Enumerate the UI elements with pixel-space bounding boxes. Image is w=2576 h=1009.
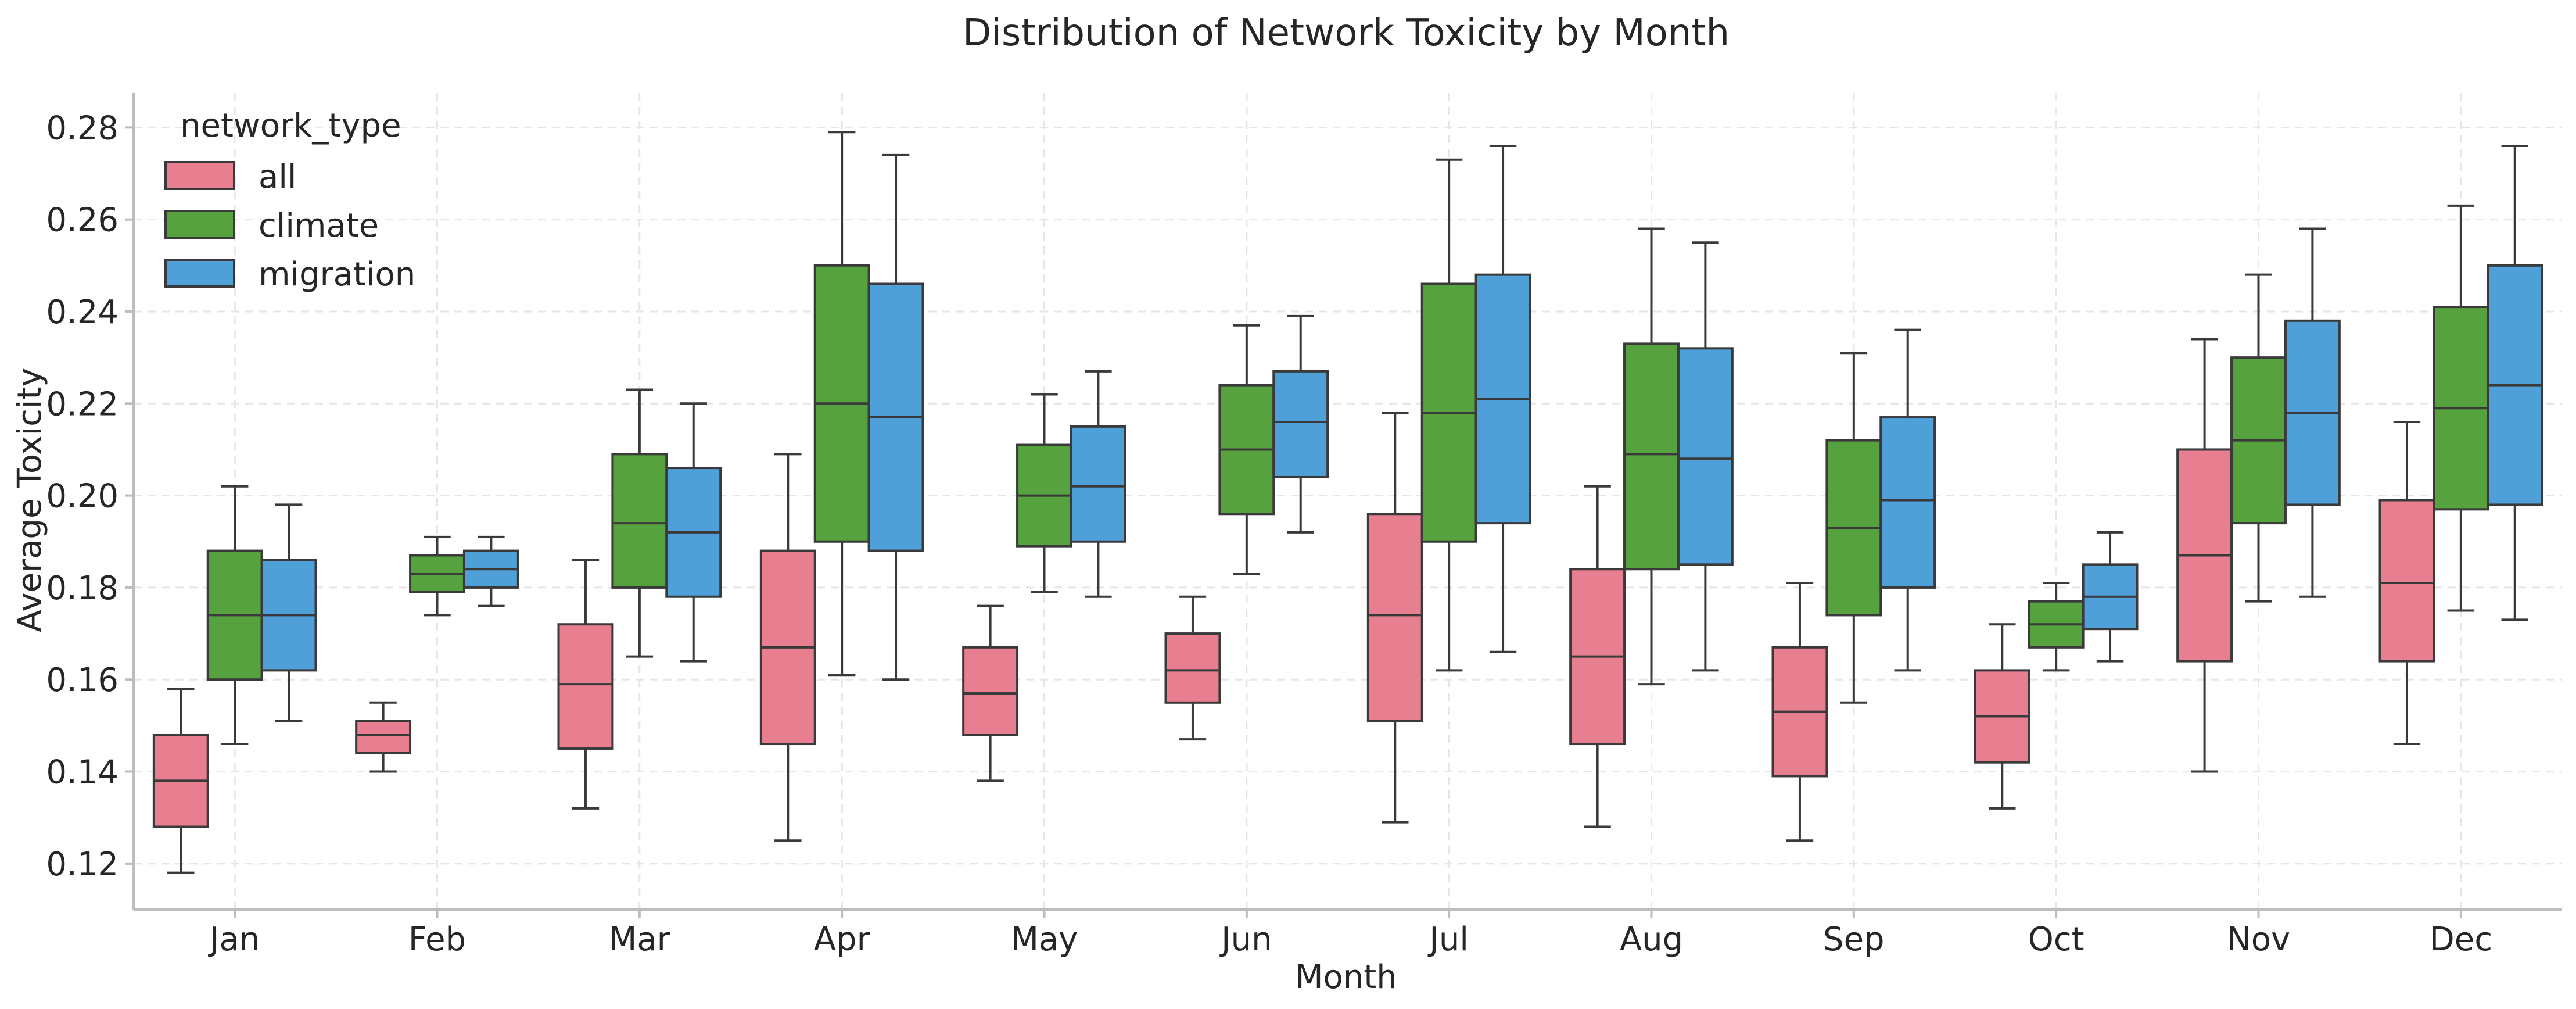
box-climate-aug <box>1623 227 1680 686</box>
x-tick-label: May <box>1011 921 1078 958</box>
box-climate-apr <box>813 131 870 677</box>
box-all-jan <box>152 688 209 874</box>
x-axis-label: Month <box>1295 958 1397 996</box>
box-all-apr <box>759 453 816 842</box>
box-climate-jun <box>1218 324 1275 575</box>
x-tick-label: Feb <box>408 921 466 958</box>
box-all-aug <box>1569 485 1626 828</box>
x-tick-label: Jul <box>1427 921 1469 958</box>
legend-label-climate: climate <box>259 207 379 245</box>
box-migration-jun <box>1272 314 1329 534</box>
y-tick-label: 0.28 <box>46 109 119 147</box>
y-tick-label: 0.24 <box>46 294 119 331</box>
axes-layer: 0.12 0.14 0.16 0.18 0.20 0.22 0.24 0.26 0.28 Jan F… <box>46 93 2562 958</box>
y-tick-label: 0.22 <box>46 385 119 423</box>
iqr-box <box>1366 513 1423 722</box>
box-migration-may <box>1070 370 1126 598</box>
x-tick-label: Sep <box>1823 921 1885 958</box>
box-all-dec <box>2378 420 2435 746</box>
y-tick-label: 0.12 <box>46 846 119 883</box>
box-climate-nov <box>2230 273 2287 603</box>
y-axis-label: Average Toxicity <box>11 367 49 632</box>
box-migration-sep <box>1879 328 1936 672</box>
box-climate-dec <box>2433 204 2489 612</box>
box-migration-jan <box>260 503 317 722</box>
iqr-box <box>557 623 614 750</box>
y-tick-label: 0.26 <box>46 202 119 239</box>
box-climate-mar <box>611 388 668 658</box>
iqr-box <box>1070 425 1126 543</box>
box-all-mar <box>557 559 614 810</box>
chart-title: Distribution of Network Toxicity by Mont… <box>963 12 1730 55</box>
box-all-sep <box>1771 582 1828 842</box>
iqr-box <box>1677 347 1734 566</box>
x-tick-label: Oct <box>2028 921 2085 958</box>
iqr-box <box>1164 632 1221 704</box>
box-climate-jul <box>1420 158 1477 672</box>
iqr-box <box>355 720 412 754</box>
iqr-box <box>611 453 668 589</box>
iqr-box <box>2378 499 2435 663</box>
x-tick-label: Dec <box>2430 921 2492 958</box>
box-climate-feb <box>409 535 465 617</box>
box-migration-apr <box>867 153 924 681</box>
box-migration-oct <box>2082 531 2139 663</box>
legend-label-migration: migration <box>259 256 415 294</box>
box-migration-dec <box>2487 145 2543 621</box>
iqr-box <box>1879 416 1936 589</box>
box-climate-oct <box>2028 582 2085 672</box>
boxes-layer <box>152 131 2543 874</box>
y-tick-label: 0.16 <box>46 661 119 699</box>
y-tick-label: 0.20 <box>46 478 119 516</box>
box-migration-aug <box>1677 241 1734 672</box>
box-migration-jul <box>1474 145 1531 653</box>
box-all-jul <box>1366 412 1423 824</box>
x-tick-label: Jun <box>1219 921 1272 958</box>
x-tick-label: Aug <box>1620 921 1683 958</box>
box-all-feb <box>355 701 412 773</box>
x-tick-label: Apr <box>814 921 871 958</box>
legend-swatch-all <box>164 161 235 190</box>
legend-swatch-migration <box>164 259 235 288</box>
y-tick-label: 0.18 <box>46 570 119 607</box>
x-tick-label: Mar <box>609 921 671 958</box>
box-all-may <box>962 604 1019 782</box>
box-migration-mar <box>665 402 722 663</box>
box-all-oct <box>1974 623 2030 810</box>
box-migration-feb <box>462 535 519 607</box>
x-tick-label: Nov <box>2227 921 2290 958</box>
box-migration-nov <box>2284 227 2341 598</box>
box-climate-sep <box>1825 352 1882 704</box>
box-all-jun <box>1164 595 1221 741</box>
box-climate-jan <box>206 485 263 746</box>
legend-swatch-climate <box>164 210 235 239</box>
legend-label-all: all <box>259 158 296 196</box>
box-all-nov <box>2176 338 2233 773</box>
iqr-box <box>962 646 1019 736</box>
legend-title: network_type <box>180 107 401 145</box>
box-climate-may <box>1016 393 1072 593</box>
x-tick-label: Jan <box>208 921 260 958</box>
y-tick-label: 0.14 <box>46 754 119 792</box>
iqr-box <box>1623 342 1680 571</box>
iqr-box <box>1272 370 1329 478</box>
